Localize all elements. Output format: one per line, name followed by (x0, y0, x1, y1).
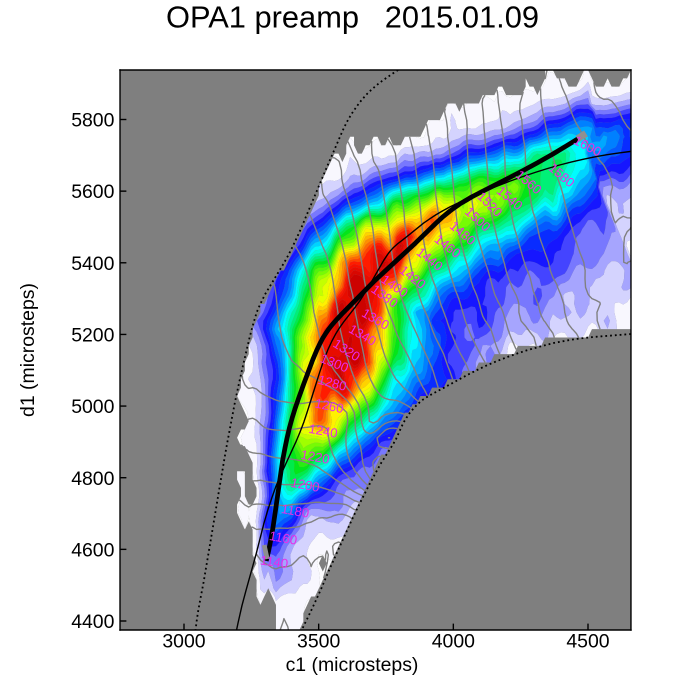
svg-text:1260: 1260 (313, 396, 345, 417)
svg-text:1280: 1280 (316, 372, 348, 394)
svg-text:5000: 5000 (71, 396, 114, 418)
svg-text:1240: 1240 (308, 421, 339, 441)
svg-text:5800: 5800 (71, 110, 114, 132)
svg-text:1160: 1160 (268, 528, 298, 548)
svg-text:4600: 4600 (71, 539, 114, 561)
svg-text:1140: 1140 (259, 553, 289, 572)
svg-text:5200: 5200 (71, 324, 114, 346)
svg-text:3000: 3000 (162, 631, 205, 653)
svg-text:d1 (microsteps): d1 (microsteps) (17, 283, 39, 417)
svg-text:1220: 1220 (300, 447, 331, 467)
svg-text:4800: 4800 (71, 468, 114, 490)
svg-text:1200: 1200 (290, 475, 321, 495)
svg-text:5600: 5600 (71, 181, 114, 203)
svg-text:4000: 4000 (432, 631, 475, 653)
svg-text:4400: 4400 (71, 611, 114, 633)
svg-text:c1 (microsteps): c1 (microsteps) (286, 654, 419, 676)
svg-text:4500: 4500 (566, 631, 609, 653)
svg-text:OPA1 preamp 2015.01.09: OPA1 preamp 2015.01.09 (166, 0, 539, 34)
svg-text:1180: 1180 (280, 501, 310, 521)
svg-text:3500: 3500 (297, 631, 340, 653)
svg-text:5400: 5400 (71, 253, 114, 275)
